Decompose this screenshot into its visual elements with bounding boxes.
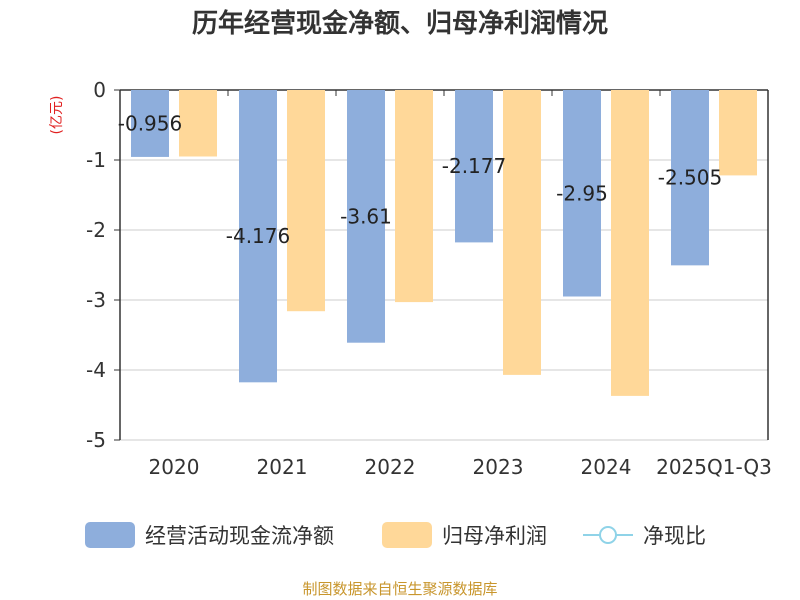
axes — [114, 89, 769, 441]
bars — [131, 90, 757, 396]
y-tick-label: -3 — [86, 288, 106, 312]
grid-lines — [120, 159, 768, 441]
tick-labels: 0 -1 -2 -3 -4 -5 2020 2021 2022 2023 2024 2025Q1-Q3 — [86, 78, 772, 479]
bar-netprofit — [611, 90, 649, 396]
data-label: -2.95 — [556, 181, 608, 205]
x-tick-label: 2022 — [365, 455, 416, 479]
x-tick-label: 2020 — [149, 455, 200, 479]
y-unit-label: (亿元) — [49, 96, 65, 135]
data-label: -0.956 — [118, 111, 182, 135]
bar-cashflow — [671, 90, 709, 266]
bar-cashflow — [239, 90, 277, 383]
y-tick-label: -2 — [86, 218, 106, 242]
legend-swatch — [382, 522, 432, 548]
y-tick-label: -1 — [86, 148, 106, 172]
bar-cashflow — [347, 90, 385, 343]
chart-title: 历年经营现金净额、归母净利润情况 — [191, 9, 608, 39]
data-label: -3.61 — [340, 204, 392, 228]
legend-label: 净现比 — [643, 524, 706, 548]
bar-netprofit — [287, 90, 325, 312]
x-tick-label: 2025Q1-Q3 — [656, 455, 772, 479]
source-note: 制图数据来自恒生聚源数据库 — [302, 580, 498, 598]
bar-netprofit — [719, 90, 757, 176]
legend-label: 归母净利润 — [442, 524, 547, 548]
x-tick-label: 2021 — [257, 455, 308, 479]
legend-swatch — [85, 522, 135, 548]
x-tick-label: 2023 — [473, 455, 524, 479]
y-tick-label: 0 — [93, 78, 106, 102]
legend: 经营活动现金流净额 归母净利润 净现比 — [85, 522, 706, 548]
legend-label: 经营活动现金流净额 — [145, 524, 334, 548]
bar-netprofit — [395, 90, 433, 303]
data-label: -2.505 — [658, 166, 722, 190]
data-label: -4.176 — [226, 224, 290, 248]
bar-cashflow — [131, 90, 169, 157]
bar-netprofit — [503, 90, 541, 375]
bar-netprofit — [179, 90, 217, 157]
data-label: -2.177 — [442, 154, 506, 178]
y-tick-label: -5 — [86, 428, 106, 452]
x-tick-label: 2024 — [581, 455, 632, 479]
legend-marker — [599, 526, 617, 544]
y-tick-label: -4 — [86, 358, 106, 382]
data-labels: -0.956 -4.176 -3.61 -2.177 -2.95 -2.505 — [118, 111, 722, 248]
bar-cashflow — [455, 90, 493, 243]
bar-cashflow — [563, 90, 601, 297]
